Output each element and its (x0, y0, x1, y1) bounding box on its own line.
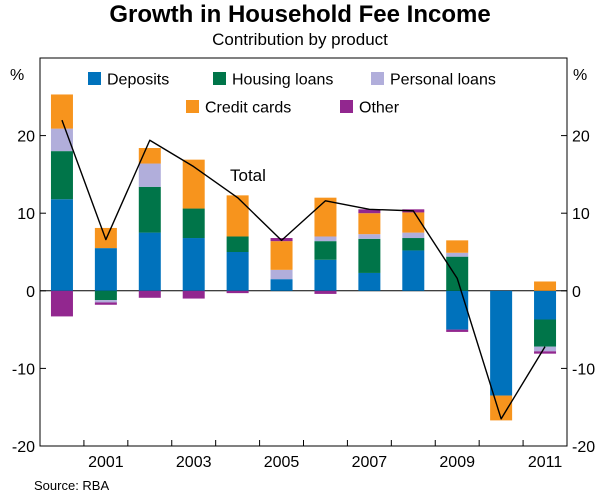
bar-other-2007 (358, 209, 381, 214)
bar-other-2002 (138, 290, 161, 298)
axes-layer: -20 -20 -10 -10 0 0 10 10 20 20 2001 2003 2005 2007 20… (12, 129, 595, 471)
bar-personal-loans-2007 (358, 234, 381, 239)
bar-other-2000 (50, 290, 73, 317)
legend-swatch-credit-cards (186, 100, 199, 113)
bar-deposits-2008 (402, 250, 425, 291)
legend-swatch-housing-loans (213, 72, 226, 85)
bar-other-2001 (94, 302, 117, 305)
legend-label-personal-loans: Personal loans (390, 72, 496, 89)
bar-credit-cards-2003 (182, 159, 205, 209)
bar-housing-loans-2004 (226, 236, 249, 252)
bar-deposits-2000 (50, 199, 73, 291)
bar-deposits-2003 (182, 238, 205, 291)
bar-credit-cards-2009 (446, 240, 469, 253)
legend-label-deposits: Deposits (107, 72, 169, 89)
bar-housing-loans-2006 (314, 241, 337, 260)
bar-other-2004 (226, 290, 249, 294)
bar-deposits-2010 (490, 290, 513, 396)
bar-deposits-2005 (270, 279, 293, 291)
bar-credit-cards-2008 (402, 212, 425, 233)
total-line (61, 119, 546, 420)
bar-credit-cards-2006 (314, 197, 337, 237)
x-tick-label: 2001 (88, 454, 124, 471)
chart-source: Source: RBA (34, 478, 110, 493)
bar-personal-loans-2006 (314, 236, 337, 242)
legend-swatch-other (340, 100, 353, 113)
legend-swatch-deposits (88, 72, 101, 85)
bar-personal-loans-2002 (138, 163, 161, 187)
chart-title: Growth in Household Fee Income (109, 1, 491, 28)
legend-label-credit-cards: Credit cards (205, 100, 291, 117)
y-tick-label-left: -10 (12, 361, 35, 378)
bar-housing-loans-2008 (402, 238, 425, 251)
bar-housing-loans-2011 (534, 319, 557, 347)
x-tick-label: 2011 (528, 454, 563, 471)
total-annotation: Total (230, 166, 266, 185)
bar-other-2006 (314, 290, 337, 294)
y-unit-right: % (573, 67, 587, 84)
legend-label-other: Other (359, 100, 400, 117)
bar-housing-loans-2001 (94, 290, 117, 301)
legend-label-housing-loans: Housing loans (232, 72, 333, 89)
bar-personal-loans-2005 (270, 269, 293, 280)
bar-deposits-2006 (314, 259, 337, 291)
bars-layer (50, 94, 557, 421)
y-tick-label-left: 20 (17, 129, 35, 146)
x-tick-label: 2005 (264, 454, 300, 471)
bar-credit-cards-2011 (534, 281, 557, 291)
bar-other-2003 (182, 290, 205, 299)
legend-swatch-personal-loans (371, 72, 384, 85)
y-tick-label-left: 10 (17, 206, 35, 223)
bar-other-2009 (446, 329, 469, 332)
y-tick-label-left: 0 (26, 284, 35, 301)
bar-deposits-2011 (534, 290, 557, 320)
x-tick-label: 2009 (439, 454, 475, 471)
bar-credit-cards-2002 (138, 148, 161, 164)
bar-deposits-2004 (226, 252, 249, 291)
plot-frame (39, 57, 568, 447)
bar-personal-loans-2009 (446, 252, 469, 257)
bar-deposits-2001 (94, 248, 117, 291)
x-tick-label: 2007 (352, 454, 388, 471)
bar-personal-loans-2001 (94, 300, 117, 303)
chart-subtitle: Contribution by product (212, 30, 388, 49)
bar-housing-loans-2003 (182, 208, 205, 239)
bar-housing-loans-2009 (446, 256, 469, 291)
y-tick-label-right: -20 (572, 439, 595, 456)
bar-personal-loans-2008 (402, 232, 425, 239)
bar-credit-cards-2007 (358, 213, 381, 235)
y-tick-label-right: -10 (572, 361, 595, 378)
bar-credit-cards-2000 (50, 94, 73, 129)
bar-deposits-2009 (446, 290, 469, 330)
bar-deposits-2007 (358, 272, 381, 291)
bar-housing-loans-2007 (358, 238, 381, 273)
bar-personal-loans-2011 (534, 346, 557, 352)
y-tick-label-left: -20 (12, 439, 35, 456)
legend: Deposits Housing loans Personal loans Credi… (88, 72, 496, 117)
x-tick-label: 2003 (176, 454, 212, 471)
y-tick-label-right: 10 (572, 206, 590, 223)
bar-credit-cards-2004 (226, 195, 249, 237)
y-unit-left: % (10, 67, 24, 84)
y-tick-label-right: 0 (572, 284, 581, 301)
y-tick-label-right: 20 (572, 129, 590, 146)
bar-deposits-2002 (138, 232, 161, 291)
bar-housing-loans-2002 (138, 186, 161, 233)
bar-housing-loans-2000 (50, 151, 73, 200)
total-line-layer (61, 119, 546, 420)
bar-other-2011 (534, 351, 557, 354)
bar-credit-cards-2005 (270, 241, 293, 270)
